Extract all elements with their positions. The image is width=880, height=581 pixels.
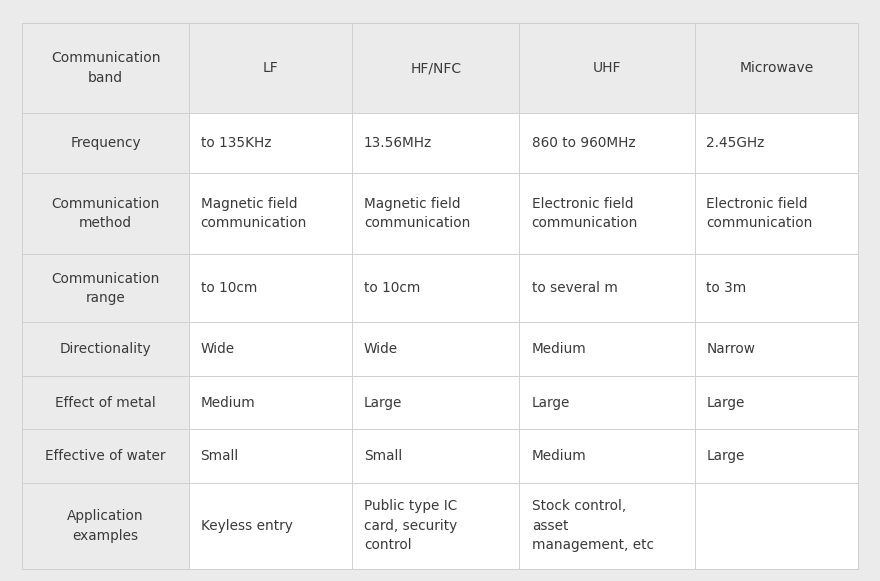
Bar [22,23,189,113]
Bar [22,376,858,429]
Bar [22,376,189,429]
Bar [189,23,352,113]
Text: Wide: Wide [201,342,235,356]
Text: Large: Large [707,396,744,410]
Text: Large: Large [707,449,744,463]
Bar [22,429,858,483]
Text: Large: Large [364,396,402,410]
Text: Magnetic field
communication: Magnetic field communication [364,197,470,230]
Text: Medium: Medium [532,342,586,356]
Text: to 10cm: to 10cm [201,281,257,295]
Text: Small: Small [201,449,238,463]
Text: Stock control,
asset
management, etc: Stock control, asset management, etc [532,500,654,553]
Bar [22,113,189,173]
Bar [22,254,858,322]
Bar [352,23,519,113]
Text: Wide: Wide [364,342,398,356]
Bar [22,483,858,569]
Text: 2.45GHz: 2.45GHz [707,136,765,150]
Text: Narrow: Narrow [707,342,755,356]
Text: 860 to 960MHz: 860 to 960MHz [532,136,635,150]
Bar [519,23,695,113]
Bar [22,173,858,254]
Text: to several m: to several m [532,281,618,295]
Text: Microwave: Microwave [739,61,814,75]
Text: 13.56MHz: 13.56MHz [364,136,432,150]
Text: UHF: UHF [593,61,621,75]
Text: Small: Small [364,449,402,463]
Bar [22,254,189,322]
Text: to 3m: to 3m [707,281,746,295]
Text: LF: LF [263,61,279,75]
Text: Communication
range: Communication range [51,272,160,305]
Bar [22,322,189,376]
Text: to 10cm: to 10cm [364,281,421,295]
Bar [22,483,189,569]
Text: Frequency: Frequency [70,136,141,150]
Text: Communication
band: Communication band [51,51,160,85]
Text: Effective of water: Effective of water [46,449,165,463]
Text: Medium: Medium [532,449,586,463]
Text: Electronic field
communication: Electronic field communication [707,197,813,230]
Text: Effect of metal: Effect of metal [55,396,156,410]
Text: Keyless entry: Keyless entry [201,519,292,533]
Text: Communication
method: Communication method [51,197,160,230]
Text: Medium: Medium [201,396,255,410]
Text: Public type IC
card, security
control: Public type IC card, security control [364,500,458,553]
Text: to 135KHz: to 135KHz [201,136,271,150]
Bar [22,173,189,254]
Bar [22,429,189,483]
Text: Directionality: Directionality [60,342,151,356]
Text: Magnetic field
communication: Magnetic field communication [201,197,307,230]
Bar [22,322,858,376]
Text: Electronic field
communication: Electronic field communication [532,197,638,230]
Text: Large: Large [532,396,570,410]
Text: HF/NFC: HF/NFC [410,61,461,75]
Text: Application
examples: Application examples [67,509,144,543]
Bar [695,23,858,113]
Bar [22,113,858,173]
